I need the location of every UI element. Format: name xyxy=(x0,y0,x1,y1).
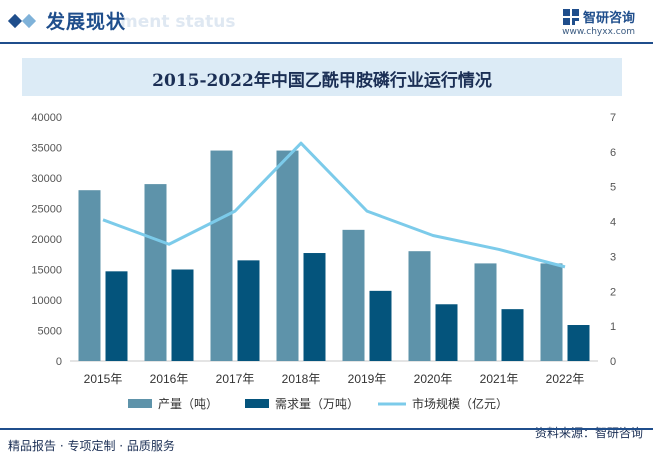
section-title: 发展现状 xyxy=(46,11,127,33)
y-right-tick-label: 3 xyxy=(610,251,616,263)
footer-slogan: 精品报告 · 专项定制 · 品质服务 xyxy=(8,439,175,453)
y-right-tick-label: 2 xyxy=(610,286,616,298)
legend-label: 产量（吨） xyxy=(158,397,218,411)
bar-demand xyxy=(105,271,128,361)
line-market-size xyxy=(102,141,566,269)
bar-demand xyxy=(303,253,326,361)
legend-swatch xyxy=(128,399,152,408)
bar-production xyxy=(540,263,563,361)
y-left-tick-label: 25000 xyxy=(31,204,62,216)
y-right-tick-label: 7 xyxy=(610,112,616,124)
header-divider xyxy=(0,42,653,44)
brand-url[interactable]: www.chyxx.com xyxy=(562,27,635,37)
legend-swatch xyxy=(245,399,269,408)
y-right-tick-label: 0 xyxy=(610,356,616,368)
x-tick-label: 2015年 xyxy=(84,372,123,386)
chart-title-box: 2015-2022年中国乙酰甲胺磷行业运行情况 xyxy=(22,58,622,96)
x-tick-label: 2019年 xyxy=(348,372,387,386)
y-left-tick-label: 20000 xyxy=(31,234,62,246)
legend-label: 市场规模（亿元） xyxy=(412,396,508,411)
bar-demand xyxy=(369,290,392,361)
x-tick-label: 2022年 xyxy=(546,372,585,386)
x-tick-label: 2016年 xyxy=(150,372,189,386)
chart-title: 2015-2022年中国乙酰甲胺磷行业运行情况 xyxy=(152,71,492,91)
x-tick-label: 2021年 xyxy=(480,372,519,386)
y-left-tick-label: 15000 xyxy=(31,265,62,277)
x-tick-label: 2017年 xyxy=(216,372,255,386)
y-left-tick-label: 35000 xyxy=(31,143,62,155)
bar-production xyxy=(210,150,233,361)
bar-demand xyxy=(171,269,194,361)
bar-demand xyxy=(501,309,524,361)
header: ment status 发展现状 xyxy=(0,0,653,42)
bar-production xyxy=(144,184,167,361)
brand-name: 智研咨询 xyxy=(582,11,635,26)
bar-production xyxy=(474,263,497,361)
bar-production xyxy=(276,150,299,361)
footer-divider xyxy=(0,428,653,430)
bar-production xyxy=(408,251,431,361)
bar-production xyxy=(78,190,101,361)
brand-logo-icon xyxy=(562,8,579,25)
bar-demand xyxy=(435,304,458,361)
y-left-tick-label: 40000 xyxy=(31,112,62,124)
legend-label: 需求量（万吨） xyxy=(275,397,359,411)
y-left-tick-label: 30000 xyxy=(31,173,62,185)
bar-demand xyxy=(237,260,260,361)
y-left-tick-label: 5000 xyxy=(38,326,62,338)
y-right-tick-label: 1 xyxy=(610,321,616,333)
y-right-tick-label: 5 xyxy=(610,182,616,194)
brand: 智研咨询 www.chyxx.com xyxy=(562,6,635,37)
x-tick-label: 2018年 xyxy=(282,372,321,386)
x-tick-label: 2020年 xyxy=(414,372,453,386)
y-left-tick-label: 0 xyxy=(56,356,62,368)
header-ghost-text: ment status xyxy=(120,12,236,32)
bar-demand xyxy=(567,325,590,361)
y-right-tick-label: 4 xyxy=(610,217,616,229)
bar-production xyxy=(342,229,365,361)
y-right-tick-label: 6 xyxy=(610,147,616,159)
source-note: 资料来源：智研咨询 xyxy=(534,426,643,440)
y-left-tick-label: 10000 xyxy=(31,295,62,307)
